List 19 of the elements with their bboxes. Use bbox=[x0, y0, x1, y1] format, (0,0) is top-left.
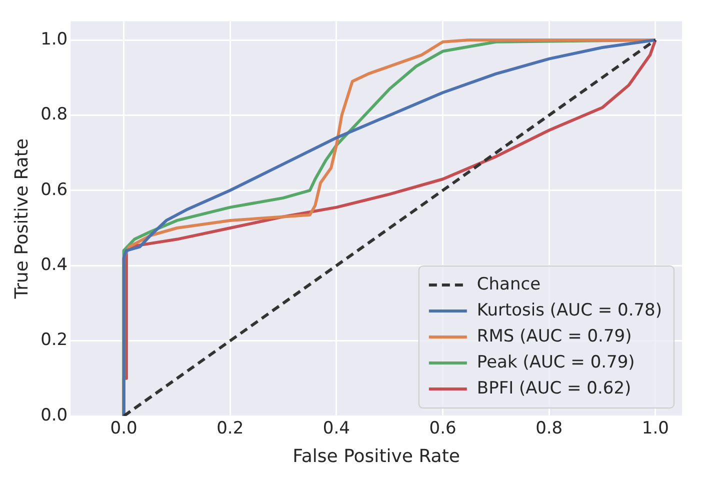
y-tick-label: 1.0 bbox=[40, 29, 68, 50]
legend-label: BPFI (AUC = 0.62) bbox=[476, 378, 632, 398]
y-tick-label: 0.8 bbox=[40, 104, 68, 125]
y-tick-label: 0.6 bbox=[40, 180, 68, 200]
y-tick-label: 0.2 bbox=[40, 330, 68, 350]
legend-label: Kurtosis (AUC = 0.78) bbox=[476, 300, 662, 320]
x-tick-label: 0.4 bbox=[322, 418, 350, 439]
x-tick-label: 0.0 bbox=[110, 418, 138, 439]
legend-label: Peak (AUC = 0.79) bbox=[476, 352, 635, 372]
y-axis-title: True Positive Rate bbox=[11, 138, 32, 300]
x-tick-label: 0.2 bbox=[216, 418, 244, 439]
x-tick-label: 0.8 bbox=[536, 418, 563, 439]
legend-label: RMS (AUC = 0.79) bbox=[476, 326, 632, 346]
x-tick-label: 0.6 bbox=[429, 418, 456, 439]
legend-label: Chance bbox=[476, 274, 541, 294]
x-tick-label: 1.0 bbox=[642, 418, 669, 439]
y-tick-label: 0.4 bbox=[40, 255, 68, 276]
x-axis-title: False Positive Rate bbox=[292, 446, 460, 467]
y-tick-label: 0.0 bbox=[40, 405, 68, 426]
